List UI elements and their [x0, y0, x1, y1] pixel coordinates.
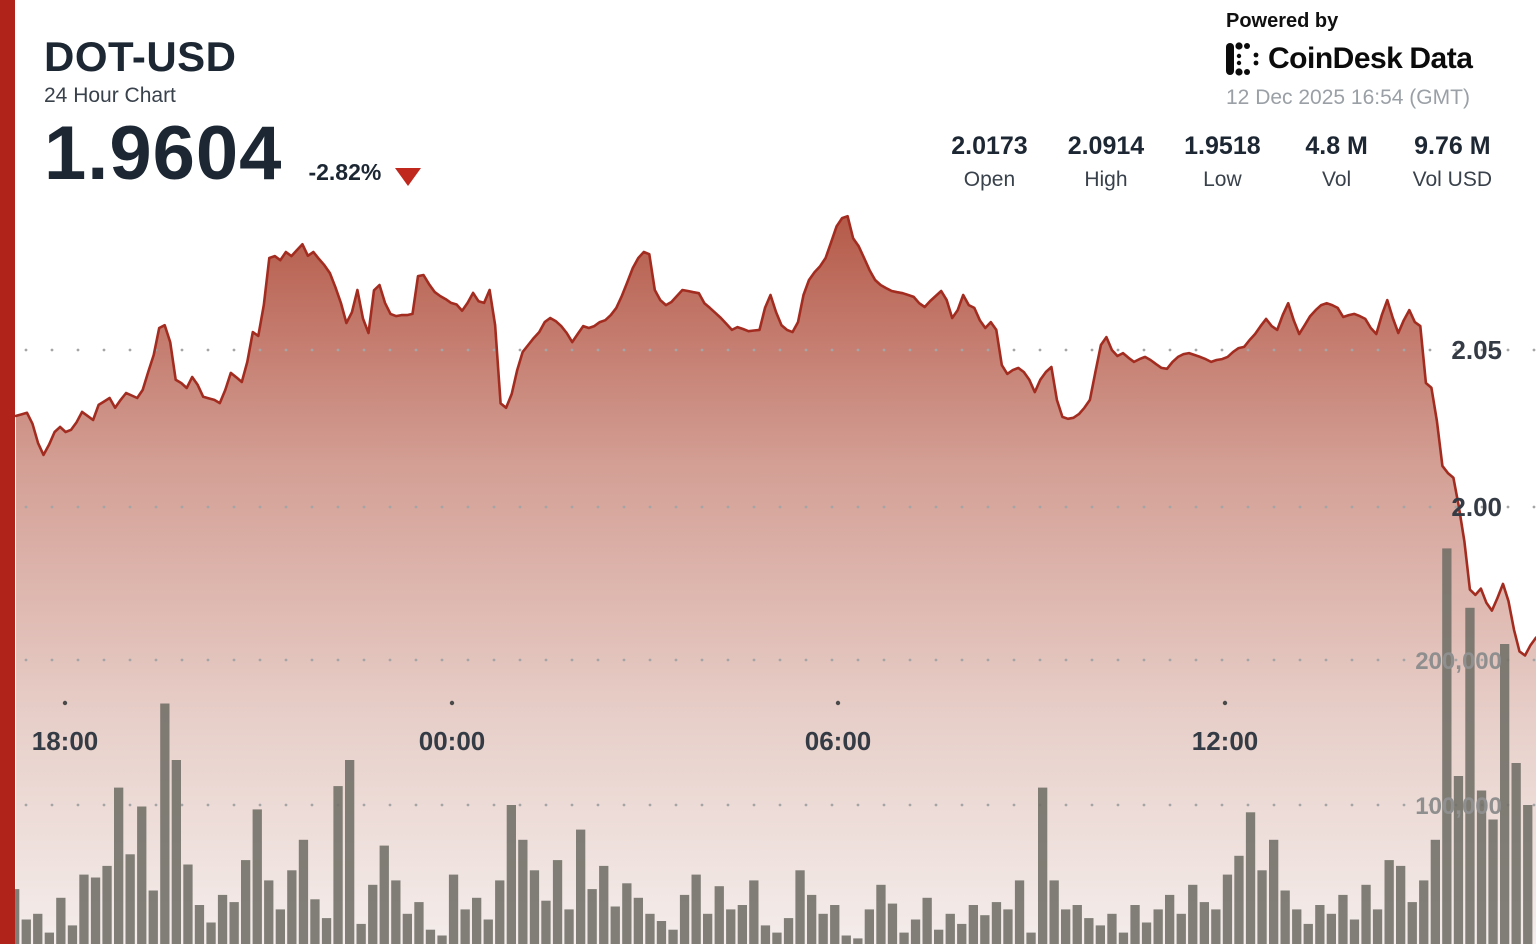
stat-high: 2.0914 High	[1068, 132, 1144, 192]
coindesk-logo-text: CoinDesk Data	[1268, 42, 1473, 75]
stat-high-label: High	[1084, 168, 1128, 191]
symbol-title: DOT-USD	[44, 33, 237, 80]
price-row: 1.9604 -2.82%	[44, 111, 422, 197]
stat-vol: 4.8 M Vol	[1301, 132, 1373, 192]
stat-low: 1.9518 Low	[1184, 132, 1260, 192]
svg-text:2.05: 2.05	[1451, 335, 1502, 365]
price-down-triangle-icon	[395, 168, 422, 187]
svg-text:200,000: 200,000	[1415, 648, 1502, 675]
stat-high-value: 2.0914	[1067, 132, 1145, 160]
svg-text:100,000: 100,000	[1415, 793, 1502, 820]
stat-open-value: 2.0173	[951, 132, 1028, 160]
powered-by-label: Powered by	[1226, 10, 1339, 32]
stat-vol-label: Vol	[1322, 168, 1352, 191]
stat-open: 2.0173 Open	[951, 132, 1027, 192]
coindesk-logo-icon	[1226, 42, 1259, 76]
svg-text:06:00: 06:00	[805, 726, 872, 756]
svg-text:00:00: 00:00	[419, 726, 486, 756]
left-accent-bar	[0, 0, 15, 944]
svg-text:18:00: 18:00	[32, 726, 99, 756]
chart-subtitle: 24 Hour Chart	[44, 84, 176, 108]
stat-vol-usd: 9.76 M Vol USD	[1413, 132, 1492, 192]
stat-vol-usd-value: 9.76 M	[1414, 132, 1491, 160]
stat-open-label: Open	[963, 168, 1016, 191]
svg-text:12:00: 12:00	[1192, 726, 1259, 756]
svg-text:2.00: 2.00	[1451, 492, 1502, 522]
stat-vol-value: 4.8 M	[1305, 132, 1368, 160]
powered-by-block: Powered by CoinDesk Data 12 Dec 2025 16:5…	[1226, 10, 1494, 110]
stat-vol-usd-label: Vol USD	[1412, 168, 1492, 191]
chart-header: DOT-USD 24 Hour Chart 1.9604 -2.82%	[44, 33, 422, 197]
stat-low-value: 1.9518	[1184, 132, 1261, 160]
timestamp: 12 Dec 2025 16:54 (GMT)	[1226, 86, 1470, 109]
ohlc-stats: 2.0173 Open 2.0914 High 1.9518 Low 4.8 M…	[951, 132, 1492, 192]
current-price: 1.9604	[44, 111, 283, 197]
coindesk-logo: CoinDesk Data	[1226, 41, 1494, 77]
stat-low-label: Low	[1203, 168, 1242, 191]
price-change-percent: -2.82%	[308, 159, 382, 186]
